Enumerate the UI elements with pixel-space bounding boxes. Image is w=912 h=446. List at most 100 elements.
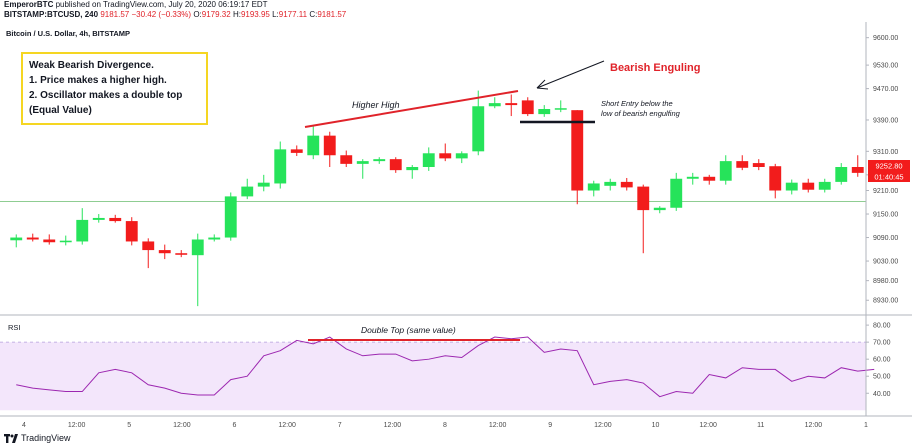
price-tick-label: 9030.00 <box>873 259 898 266</box>
note-box <box>21 52 208 125</box>
candle <box>191 233 204 307</box>
candle <box>802 178 815 193</box>
candle-body <box>290 149 303 153</box>
candle <box>670 172 683 211</box>
candle <box>340 150 353 167</box>
candle-body <box>109 217 122 222</box>
author-name[interactable]: EmperorBTC <box>4 0 54 9</box>
low-value: 9177.11 <box>278 10 308 19</box>
candle-body <box>736 161 749 168</box>
candle-body <box>752 163 765 167</box>
price-tick-label: 9470.00 <box>873 86 898 93</box>
high-value: 9193.95 <box>240 10 270 19</box>
rsi-band-fill <box>0 342 866 411</box>
short-entry-label-1: Short Entry below the <box>601 99 673 108</box>
candle <box>290 145 303 157</box>
time-tick-label: 7 <box>338 422 342 429</box>
candle-body <box>472 106 485 152</box>
time-tick-label: 12:00 <box>594 422 612 429</box>
price-tag <box>868 160 910 171</box>
publish-line: EmperorBTC published on TradingView.com,… <box>4 0 268 9</box>
candle <box>736 155 749 171</box>
candle <box>422 147 435 171</box>
candle <box>571 110 584 205</box>
candle-body <box>191 239 204 256</box>
price-tag-value: 9252.80 <box>875 162 902 171</box>
price-tick-label: 8980.00 <box>873 278 898 285</box>
rsi-tick-label: 70.00 <box>873 340 891 347</box>
countdown-value: 01:40:45 <box>874 173 903 182</box>
candle-body <box>59 240 72 243</box>
candle <box>406 165 419 179</box>
candle <box>125 217 138 246</box>
candle-body <box>406 167 419 171</box>
candle-body <box>26 237 39 240</box>
time-tick-label: 4 <box>22 422 26 429</box>
candle-body <box>422 153 435 167</box>
chart-svg[interactable]: 9600.009530.009470.009390.009310.009250.… <box>0 22 912 434</box>
time-tick-label: 12:00 <box>384 422 402 429</box>
candle-body <box>769 166 782 191</box>
rsi-tick-label: 60.00 <box>873 357 891 364</box>
candle-body <box>439 153 452 159</box>
candle-body <box>505 103 518 106</box>
rsi-tick-label: 50.00 <box>873 374 891 381</box>
candle <box>439 143 452 162</box>
candle-body <box>719 161 732 181</box>
candle-body <box>587 183 600 191</box>
candle <box>59 235 72 246</box>
candle <box>92 214 105 223</box>
candle-body <box>389 159 402 171</box>
candle <box>274 141 287 189</box>
rsi-group <box>16 336 875 398</box>
candle-body <box>340 155 353 164</box>
publish-info: published on TradingView.com, July 20, 2… <box>55 0 268 9</box>
candle-body <box>802 182 815 190</box>
candle <box>851 155 864 177</box>
note-line-4: (Equal Value) <box>29 105 92 116</box>
candle-body <box>43 239 56 243</box>
candle-body <box>158 250 171 254</box>
candles-group <box>10 90 864 307</box>
candle <box>604 178 617 191</box>
candle <box>488 97 501 109</box>
candle <box>587 180 600 197</box>
candle-body <box>10 237 23 241</box>
candle <box>703 174 716 185</box>
price-tick-label: 9390.00 <box>873 117 898 124</box>
candle <box>818 178 831 193</box>
symbol-label: BITSTAMP:BTCUSD, 240 <box>4 10 99 19</box>
candle <box>769 163 782 199</box>
tradingview-brand[interactable]: TradingView <box>4 433 71 444</box>
candle <box>620 177 633 191</box>
ohlc-line: BITSTAMP:BTCUSD, 240 9181.57 −30.42 (−0.… <box>4 10 346 19</box>
higher-high-label: Higher High <box>352 100 400 110</box>
candle <box>554 100 567 113</box>
candle <box>109 214 122 223</box>
price-change: −30.42 (−0.33%) <box>131 10 192 19</box>
candle-body <box>538 109 551 115</box>
arrow-head-icon <box>536 79 549 90</box>
candle-body <box>92 217 105 220</box>
candle <box>835 163 848 185</box>
candle-body <box>703 176 716 181</box>
countdown-tag <box>868 171 910 182</box>
time-tick-label: 9 <box>548 422 552 429</box>
last-price: 9181.57 <box>100 10 130 19</box>
candle-body <box>208 237 221 240</box>
candle <box>224 192 237 241</box>
rsi-tick-label: 80.00 <box>873 323 891 330</box>
close-value: 9181.57 <box>317 10 347 19</box>
time-tick-label: 12:00 <box>489 422 507 429</box>
candle-body <box>241 186 254 197</box>
candle <box>10 234 23 248</box>
candle-body <box>373 159 386 162</box>
time-tick-label: 12:00 <box>805 422 823 429</box>
candle-body <box>604 181 617 186</box>
low-label: L: <box>272 10 279 19</box>
time-tick-label: 8 <box>443 422 447 429</box>
engulfing-arrow <box>536 60 605 89</box>
candle <box>653 206 666 214</box>
chart-frame[interactable]: 9600.009530.009470.009390.009310.009250.… <box>0 22 912 434</box>
price-tick-label: 9210.00 <box>873 188 898 195</box>
